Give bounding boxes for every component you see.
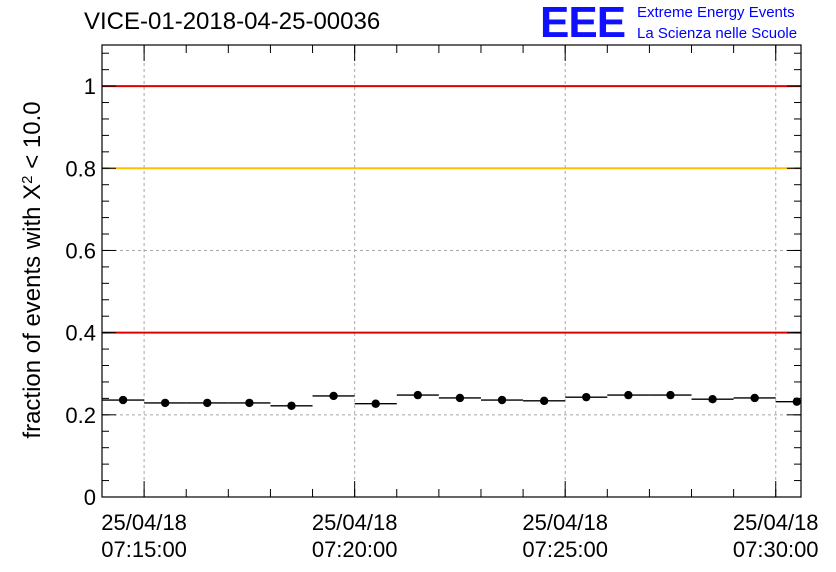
x-tick-label-date: 25/04/18 <box>733 510 819 535</box>
y-axis-label-tail: < 10.0 <box>19 101 46 175</box>
x-axis: 25/04/1807:15:0025/04/1807:20:0025/04/18… <box>101 45 819 562</box>
x-tick-label-date: 25/04/18 <box>522 510 608 535</box>
data-point <box>792 397 801 406</box>
reference-lines <box>102 85 801 334</box>
y-tick-label: 0.6 <box>65 238 96 263</box>
data-point <box>582 392 591 402</box>
grid-lines <box>102 45 801 497</box>
y-tick-label: 0.2 <box>65 403 96 428</box>
data-point <box>371 399 380 408</box>
y-tick-label: 0.4 <box>65 321 96 346</box>
data-points <box>102 390 801 410</box>
x-tick-label-date: 25/04/18 <box>101 510 187 535</box>
chart-title: VICE-01-2018-04-25-00036 <box>84 8 381 35</box>
data-point <box>497 395 507 405</box>
y-tick-label: 0.8 <box>65 156 96 181</box>
y-axis-label: fraction of events with X2 < 10.0 <box>19 101 47 438</box>
x-tick-label-time: 07:30:00 <box>733 537 819 562</box>
eee-logo: EEE Extreme Energy Events La Scienza nel… <box>540 0 830 47</box>
data-point <box>329 391 338 401</box>
data-point <box>708 395 717 404</box>
data-point <box>666 390 675 400</box>
data-point <box>624 390 633 400</box>
data-point <box>539 396 549 406</box>
x-tick-label-date: 25/04/18 <box>312 510 398 535</box>
data-point <box>160 398 170 408</box>
data-point <box>287 401 296 410</box>
logo-caption-line2: La Scienza nelle Scuole <box>637 25 798 42</box>
data-point <box>413 390 423 400</box>
y-tick-label: 0 <box>84 485 96 510</box>
data-point <box>455 393 465 403</box>
data-point <box>750 393 759 403</box>
plot-frame <box>101 44 802 498</box>
y-axis-label-superscript: 2 <box>19 175 36 183</box>
data-point <box>118 395 128 405</box>
x-tick-label-time: 07:15:00 <box>101 537 187 562</box>
data-point <box>203 398 212 408</box>
y-tick-label: 1 <box>84 74 96 99</box>
y-axis: 0 0.2 0.4 0.6 0.8 1 <box>65 52 801 510</box>
x-tick-label-time: 07:25:00 <box>522 537 608 562</box>
data-point <box>245 398 254 408</box>
x-tick-label-time: 07:20:00 <box>312 537 398 562</box>
y-axis-label-text: fraction of events with X <box>19 184 46 439</box>
eee-logo-mark: EEE <box>540 0 626 47</box>
logo-caption-line1: Extreme Energy Events <box>637 4 795 21</box>
